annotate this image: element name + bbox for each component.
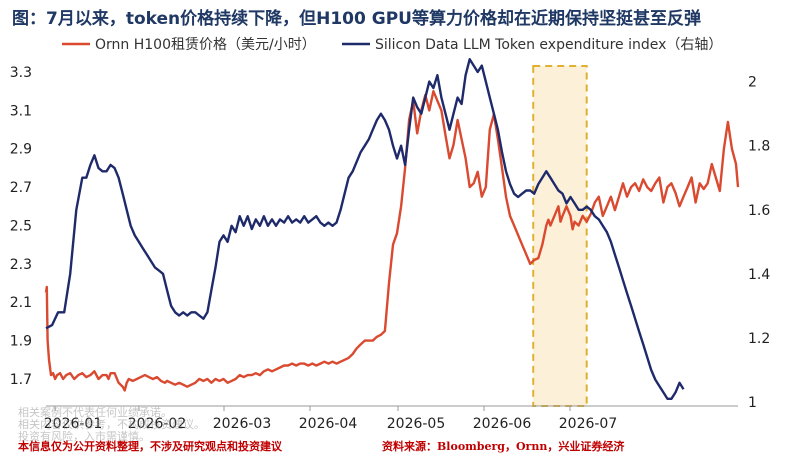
x-tick-label: 2026-06 — [473, 416, 532, 432]
x-tick-label: 2026-02 — [128, 416, 187, 432]
legend-label-token-index: Silicon Data LLM Token expenditure index… — [375, 37, 722, 53]
right-tick-label: 2 — [748, 75, 757, 91]
left-tick-label: 1.7 — [10, 372, 32, 388]
watermark-line-3: 投资有风险，入市需谨慎。 — [18, 430, 150, 443]
right-tick-label: 1.4 — [748, 267, 770, 283]
left-tick-label: 1.9 — [10, 334, 32, 350]
right-tick-label: 1.8 — [748, 139, 770, 155]
x-tick-label: 2026-03 — [213, 416, 272, 432]
left-tick-label: 2.1 — [10, 295, 32, 311]
left-tick-label: 3.1 — [10, 103, 32, 119]
x-tick-label: 2026-07 — [559, 416, 618, 432]
watermark-line-2: 相关内容仅供参考，不构成投资建议。 — [18, 418, 205, 431]
left-tick-label: 2.9 — [10, 142, 32, 158]
series-line-token-index — [45, 58, 685, 400]
x-tick-label: 2026-05 — [387, 416, 446, 432]
right-axis-ticks: 1 1.2 1.4 1.6 1.8 2 — [748, 75, 770, 411]
left-tick-label: 2.3 — [10, 257, 32, 273]
left-axis-ticks: 1.7 1.9 2.1 2.3 2.5 2.7 2.9 3.1 3.3 — [10, 65, 32, 388]
series-line-h100-price — [44, 90, 740, 392]
left-tick-label: 2.5 — [10, 218, 32, 234]
legend-label-h100-price: Ornn H100租赁价格（美元/小时） — [95, 37, 316, 53]
x-tick-label: 2026-04 — [299, 416, 358, 432]
footnote-left: 本信息仅为公开资料整理，不涉及研究观点和投资建议 — [18, 440, 282, 453]
right-tick-label: 1 — [748, 395, 757, 411]
legend: Ornn H100租赁价格（美元/小时） Silicon Data LLM Tok… — [62, 37, 722, 53]
series-lines — [44, 58, 740, 400]
right-tick-label: 1.2 — [748, 331, 770, 347]
highlight-region — [532, 65, 588, 407]
left-tick-label: 3.3 — [10, 65, 32, 81]
right-tick-label: 1.6 — [748, 203, 770, 219]
left-tick-label: 2.7 — [10, 180, 32, 196]
watermark-line-1: 相关案例不代表任何业绩承诺。 — [18, 406, 172, 419]
footnote-source: 资料来源：Bloomberg，Ornn，兴业证券经济 — [382, 440, 625, 453]
x-tick-label: 2026-01 — [44, 416, 103, 432]
chart-title: 图：7月以来，token价格持续下降，但H100 GPU等算力价格却在近期保持坚… — [12, 9, 701, 29]
x-axis-ticks: 2026-01 2026-02 2026-03 2026-04 2026-05 2026-… — [44, 406, 618, 432]
